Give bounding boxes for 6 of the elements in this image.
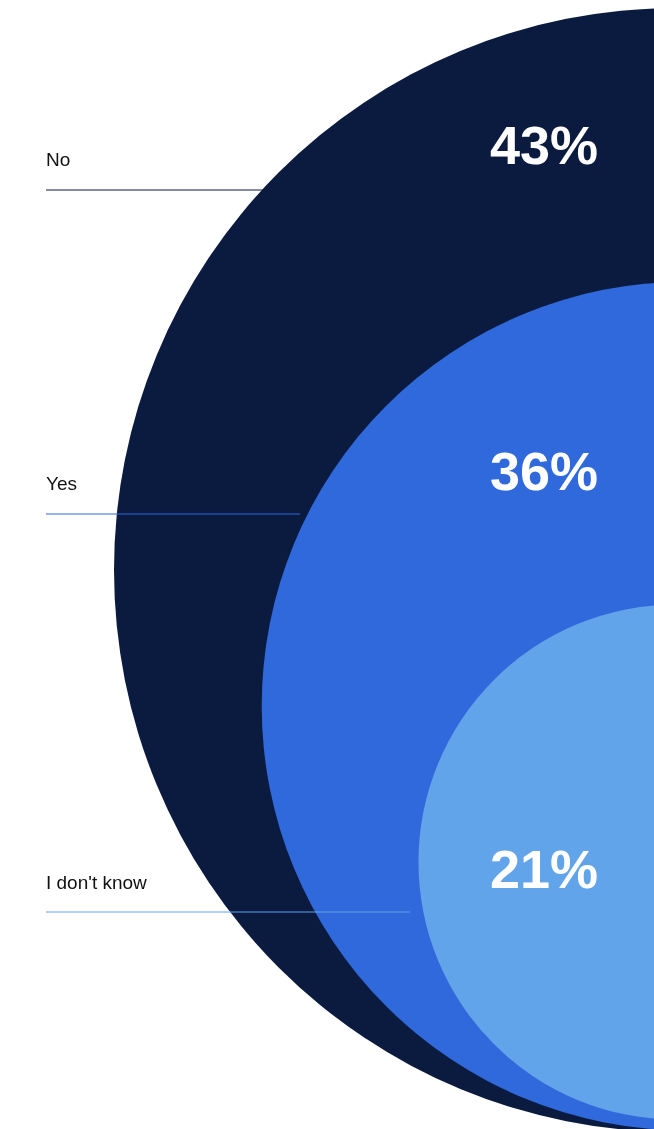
data-label: 21% — [489, 839, 598, 899]
category-label: No — [46, 149, 71, 170]
category-label: Yes — [46, 473, 77, 494]
data-label: 43% — [489, 115, 598, 175]
category-label: I don't know — [46, 872, 148, 893]
data-label: 36% — [489, 441, 598, 501]
